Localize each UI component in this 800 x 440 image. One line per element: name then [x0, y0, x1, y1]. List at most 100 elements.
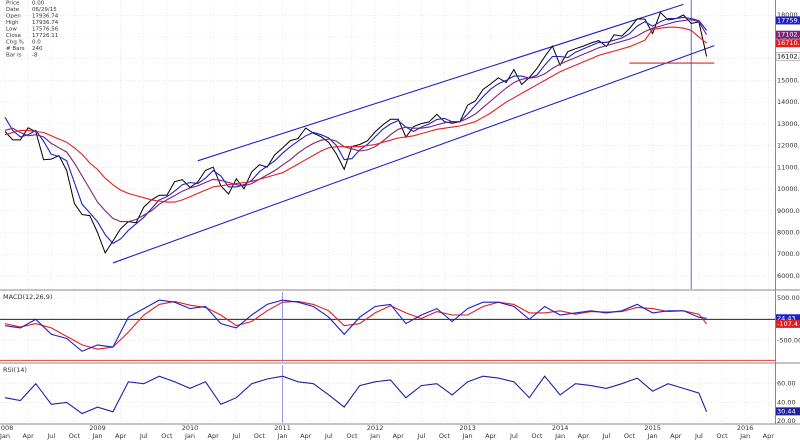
y-tick-label: 20.00 — [777, 417, 796, 425]
panel-title: MACD(12,26,9) — [3, 293, 52, 301]
y-tick-label: 12000.00 — [777, 142, 800, 150]
x-tick-label: Apr — [300, 432, 312, 440]
value-badge-label: 16710.43 — [777, 39, 800, 47]
x-tick-label: Jul — [601, 432, 610, 440]
y-tick-label: 40.00 — [777, 398, 796, 406]
x-tick-label: Jan — [0, 432, 10, 440]
y-tick-label: 60.00 — [777, 380, 796, 388]
info-key: High — [6, 20, 19, 26]
x-tick-label: Jul — [139, 432, 148, 440]
x-tick-label: Oct — [161, 432, 173, 440]
x-tick-label: Jan — [92, 432, 103, 440]
x-tick-label: Jul — [46, 432, 55, 440]
y-tick-label: 14000.00 — [777, 98, 800, 106]
series-line — [4, 19, 708, 223]
x-tick-label: Oct — [716, 432, 728, 440]
x-tick-label: Apr — [578, 432, 590, 440]
info-key: Open — [6, 14, 21, 20]
info-value: 17726.11 — [32, 33, 58, 39]
info-key: Price — [6, 1, 20, 7]
info-key: Date — [6, 7, 20, 13]
info-value: 240 — [32, 46, 43, 52]
value-badge-label: 17102.71 — [777, 31, 800, 39]
info-value: 17576.56 — [32, 27, 59, 33]
x-tick-label: Jan — [739, 432, 750, 440]
x-tick-label: Jul — [231, 432, 240, 440]
x-tick-label: Apr — [670, 432, 682, 440]
x-tick-label: Oct — [346, 432, 358, 440]
x-tick-label: Jan — [277, 432, 288, 440]
value-badge — [776, 16, 800, 25]
x-tick-label: Apr — [115, 432, 127, 440]
y-tick-label: 13000.00 — [777, 120, 800, 128]
panel-title: RSI(14) — [3, 366, 27, 374]
x-tick-label: Oct — [69, 432, 81, 440]
x-year-label: 2009 — [89, 424, 106, 432]
info-value: 17936.74 — [32, 20, 59, 26]
x-tick-label: Jul — [324, 432, 333, 440]
x-year-label: 2014 — [552, 424, 569, 432]
y-tick-label: 500.00 — [777, 294, 800, 302]
x-tick-label: Jan — [462, 432, 473, 440]
x-tick-label: Oct — [531, 432, 543, 440]
x-tick-label: Apr — [208, 432, 220, 440]
info-key: Close — [6, 33, 22, 39]
value-badge — [776, 39, 800, 48]
value-badge-label: 17759.96 — [777, 16, 800, 24]
info-value: -8 — [32, 53, 38, 59]
value-badge — [776, 314, 800, 323]
y-tick-label: 10000.00 — [777, 185, 800, 193]
x-year-label: 2011 — [274, 424, 291, 432]
trendline — [197, 3, 684, 162]
y-tick-label: 15000.00 — [777, 76, 800, 84]
x-tick-label: Jul — [416, 432, 425, 440]
info-key: Chg % — [6, 40, 24, 46]
x-tick-label: Jan — [369, 432, 380, 440]
x-tick-label: Oct — [254, 432, 266, 440]
y-tick-label: 6000.00 — [777, 272, 800, 280]
x-year-label: 2008 — [0, 424, 13, 432]
x-tick-label: Apr — [393, 432, 405, 440]
x-tick-label: Apr — [485, 432, 497, 440]
value-badge — [776, 319, 800, 328]
y-tick-label: 8000.00 — [777, 229, 800, 237]
trendline — [112, 45, 715, 264]
x-tick-label: Jan — [554, 432, 565, 440]
y-tick-label: 9000.00 — [777, 207, 800, 215]
x-year-label: 2015 — [644, 424, 661, 432]
x-tick-label: Oct — [624, 432, 636, 440]
x-year-label: 2016 — [737, 424, 754, 432]
value-badge-label: 24.43 — [777, 314, 796, 322]
series-line — [4, 16, 708, 245]
y-tick-label: 18000.00 — [777, 11, 800, 19]
series-line — [4, 11, 708, 255]
info-key: # Bars — [6, 46, 25, 52]
info-key: Low — [6, 27, 17, 33]
x-tick-label: Jul — [694, 432, 703, 440]
x-year-label: 2010 — [182, 424, 199, 432]
info-value: 0.00 — [32, 1, 45, 7]
x-tick-label: Oct — [439, 432, 451, 440]
info-value: 06/29/15 — [32, 7, 57, 13]
y-tick-label: 7000.00 — [777, 250, 800, 258]
value-badge — [776, 30, 800, 39]
info-key: Bar Is — [6, 53, 22, 59]
value-badge-label: -107.4 — [777, 320, 798, 328]
x-tick-label: Apr — [23, 432, 35, 440]
y-tick-label: -500.00 — [777, 337, 800, 345]
x-tick-label: Jan — [184, 432, 195, 440]
value-badge — [776, 407, 800, 416]
value-badge-label: 16102.36 — [777, 52, 800, 60]
value-badge-label: 30.44 — [777, 407, 796, 415]
series-line — [4, 375, 708, 415]
x-tick-label: Jul — [509, 432, 518, 440]
info-value: 0.0 — [32, 40, 41, 46]
info-value: 17936.74 — [32, 14, 59, 20]
x-tick-label: Jan — [647, 432, 658, 440]
x-year-label: 2012 — [367, 424, 384, 432]
y-tick-label: 11000.00 — [777, 163, 800, 171]
value-badge — [775, 52, 800, 61]
series-line — [4, 26, 707, 203]
